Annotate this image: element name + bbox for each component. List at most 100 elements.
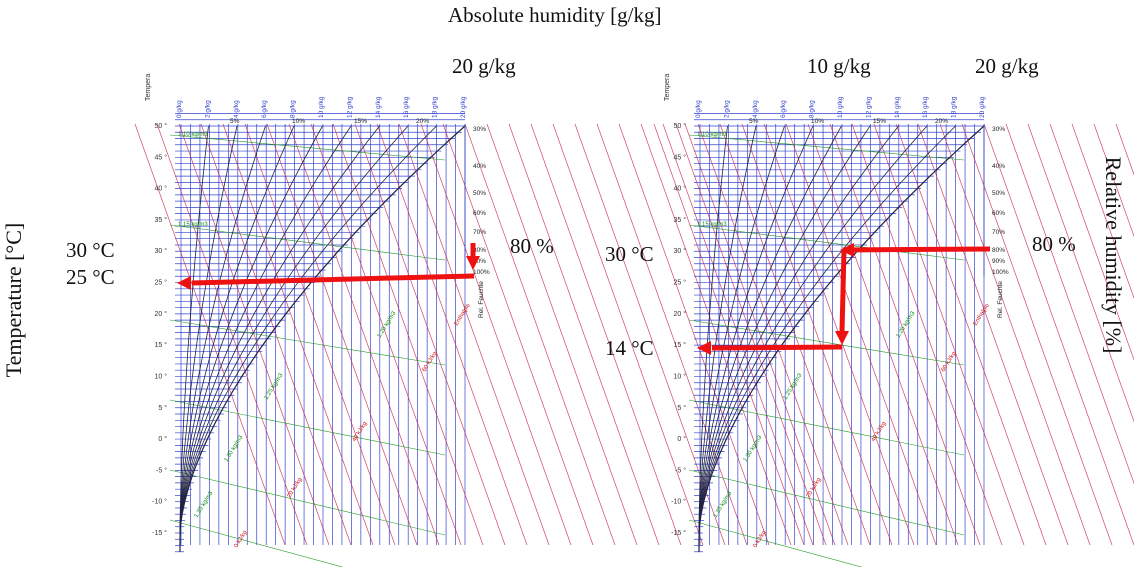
- rh-curve: [698, 125, 785, 552]
- abs-humidity-tick-label: 18 g/kg: [432, 96, 439, 118]
- volume-line: [169, 224, 446, 261]
- volume-line: [688, 519, 863, 567]
- abs-humidity-tick-label: 16 g/kg: [403, 96, 410, 118]
- abs-humidity-tick-label: 18 g/kg: [951, 96, 958, 118]
- volume-label: 1.10 kg/m3: [178, 132, 208, 138]
- abs-humidity-tick-label: 8 g/kg: [290, 100, 297, 118]
- rh-curve: [698, 125, 956, 552]
- abs-humidity-tick-label: 2 g/kg: [204, 100, 211, 118]
- volume-line: [688, 399, 965, 456]
- rh-right-label: 90%: [992, 258, 1005, 265]
- enthalpy-line: [653, 123, 805, 546]
- rh-right-label: 50%: [473, 190, 486, 197]
- rh-right-label: 70%: [992, 229, 1005, 236]
- rh-right-label: 80%: [473, 247, 486, 254]
- volume-label: 1.10 kg/m3: [697, 132, 727, 138]
- enthalpy-line: [1005, 123, 1134, 485]
- rh-curve: [698, 125, 899, 552]
- chart2-abs-humidity-10-label: 10 g/kg: [807, 54, 871, 78]
- abs-humidity-tick-label: 14 g/kg: [894, 96, 901, 118]
- rh-right-label: 40%: [992, 163, 1005, 170]
- enthalpy-line: [1049, 123, 1134, 361]
- enthalpy-line: [332, 123, 484, 546]
- rh-curve: [179, 125, 295, 552]
- enthalpy-line: [508, 123, 660, 546]
- temperature-tick-label: 0 °: [677, 435, 686, 443]
- enthalpy-line: [741, 123, 893, 546]
- abs-humidity-tick-label: 6 g/kg: [261, 100, 268, 118]
- enthalpy-line: [675, 123, 827, 546]
- temperature-tick-label: -10 °: [671, 498, 686, 506]
- rh-curve: [698, 125, 871, 552]
- temperature-tick-label: 25 °: [673, 279, 686, 287]
- rh-curve: [698, 125, 757, 552]
- volume-line: [688, 224, 965, 261]
- temperature-tick-label: 35 °: [154, 216, 167, 224]
- abs-humidity-tick-label: 16 g/kg: [922, 96, 929, 118]
- rh-curve: [179, 125, 209, 552]
- abs-humidity-tick-label: 10 g/kg: [837, 96, 844, 118]
- volume-label: 1.25 kg/m3: [783, 372, 804, 401]
- abs-humidity-tick-label: 4 g/kg: [752, 100, 759, 118]
- enthalpy-line: [961, 123, 1113, 546]
- temperature-tick-label: 20 °: [673, 310, 686, 318]
- enthalpy-line: [244, 123, 396, 546]
- enthalpy-line: [156, 123, 308, 546]
- relative-humidity-axis-label: Relative humidity [%]: [1101, 156, 1126, 354]
- enthalpy-line: [464, 123, 616, 546]
- abs-humidity-tick-label: 0 g/kg: [695, 100, 702, 118]
- temperature-tick-label: -15 °: [152, 529, 167, 537]
- chart1-arrowhead-down: [466, 256, 480, 270]
- volume-label: 1.15 kg/m3: [697, 222, 727, 228]
- chart1-abs-humidity-20-label: 20 g/kg: [452, 54, 516, 78]
- chart2-abs-humidity-20-label: 20 g/kg: [975, 54, 1039, 78]
- temperature-axis-label: Temperature [°C]: [1, 222, 26, 378]
- rh-right-label: 50%: [992, 190, 1005, 197]
- volume-label: 1.35 kg/m3: [194, 490, 215, 519]
- abs-humidity-tick-label: 12 g/kg: [865, 96, 872, 118]
- rh-right-label: 70%: [473, 229, 486, 236]
- chart1-rh-80-label: 80 %: [510, 234, 554, 258]
- abs-humidity-tick-label: 14 g/kg: [375, 96, 382, 118]
- chart2-arrowhead-down: [835, 331, 849, 345]
- abs-humidity-tick-label: 12 g/kg: [346, 96, 353, 118]
- abs-humidity-tick-label: 4 g/kg: [233, 100, 240, 118]
- volume-label: 1.30 kg/m3: [224, 434, 245, 463]
- rh-top-label: 10%: [811, 118, 824, 125]
- chart2-process-arrow-left-1: [842, 246, 991, 253]
- temperature-tick-label: 40 °: [673, 185, 686, 193]
- rh-right-label: 30%: [992, 126, 1005, 133]
- enthalpy-line: [398, 123, 550, 546]
- temperature-tick-label: 45 °: [673, 153, 686, 161]
- rh-curve: [179, 125, 437, 552]
- enthalpy-line: [530, 123, 682, 546]
- absolute-humidity-title: Absolute humidity [g/kg]: [448, 3, 662, 27]
- chart2-process-arrow-down: [839, 249, 847, 333]
- temperature-tick-label: 15 °: [673, 341, 686, 349]
- enthalpy-line: [895, 123, 1047, 546]
- enthalpy-line: [420, 123, 572, 546]
- enthalpy-label: 20 kJ/kg: [806, 477, 823, 499]
- rh-right-label: 60%: [992, 210, 1005, 217]
- enthalpy-label: 40 kJ/kg: [352, 421, 369, 443]
- enthalpy-line: [939, 123, 1091, 546]
- temperature-tick-label: 25 °: [154, 279, 167, 287]
- abs-humidity-tick-label: 20 g/kg: [460, 96, 467, 118]
- temperature-tick-label: 40 °: [154, 185, 167, 193]
- abs-humidity-tick-label: 6 g/kg: [780, 100, 787, 118]
- enthalpy-line: [134, 123, 286, 546]
- rh-top-label: 20%: [416, 118, 429, 125]
- temperature-tick-label: 45 °: [154, 153, 167, 161]
- enthalpy-line: [178, 123, 330, 546]
- abs-humidity-tick-label: 2 g/kg: [723, 100, 730, 118]
- enthalpy-label: 60 kJ/kg: [422, 351, 439, 373]
- temperature-tick-label: -5 °: [675, 466, 686, 474]
- enthalpy-line: [829, 123, 981, 546]
- enthalpy-line: [1027, 123, 1134, 423]
- chart1-temp-30-label: 30 °C: [66, 238, 115, 262]
- enthalpy-line: [640, 123, 792, 546]
- enthalpy-line: [807, 123, 959, 546]
- temperature-tick-label: 30 °: [673, 247, 686, 255]
- rh-curve: [698, 125, 814, 552]
